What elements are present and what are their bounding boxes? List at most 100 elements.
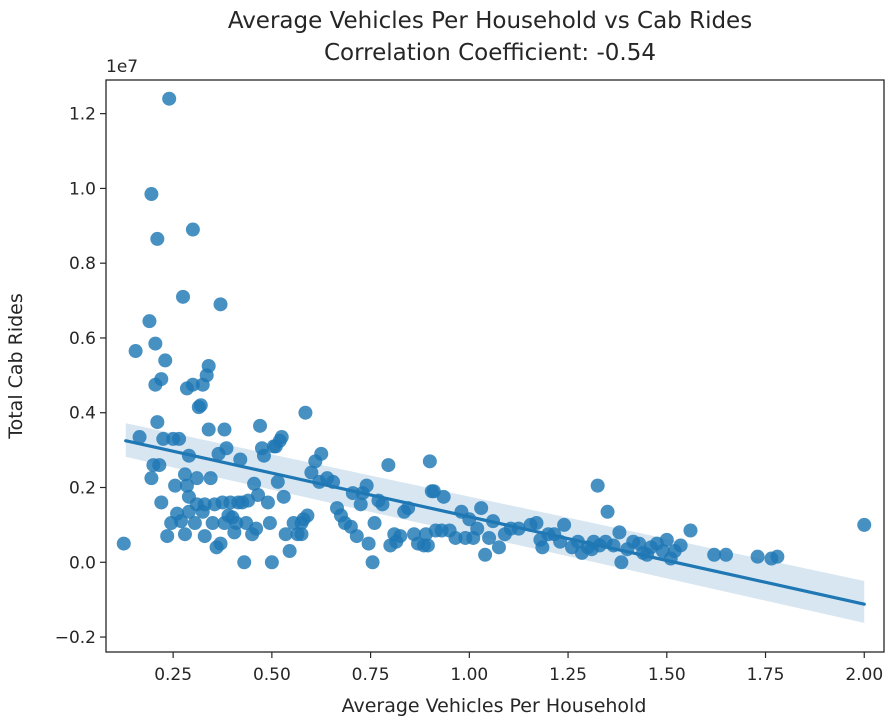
scatter-point [203, 471, 218, 486]
x-tick-label: 0.75 [352, 665, 390, 685]
scatter-point [590, 478, 605, 493]
scatter-point [274, 430, 289, 445]
chart-subtitle: Correlation Coefficient: -0.54 [324, 40, 656, 66]
scatter-point [152, 458, 167, 473]
scatter-point [361, 536, 376, 551]
scatter-point [367, 516, 382, 531]
scatter-point [177, 467, 192, 482]
scatter-point [314, 446, 329, 461]
scatter-point [262, 516, 277, 531]
regression-line [124, 439, 866, 606]
scatter-point [612, 525, 627, 540]
scatter-point [365, 555, 380, 570]
scatter-point [144, 471, 159, 486]
scatter-point [201, 359, 216, 373]
scatter-point [482, 530, 497, 545]
x-axis-label: Average Vehicles Per Household [342, 695, 647, 717]
plot-frame [105, 79, 885, 653]
y-axis-ticks: −0.2 0.0 0.2 0.4 0.6 0.8 1.0 1.2 [55, 105, 106, 648]
scatter-point [197, 497, 212, 512]
scatter-point [217, 422, 232, 437]
scatter-point [150, 415, 165, 430]
y-axis-label: Total Cab Rides [5, 293, 27, 440]
y-tick-label: 1.2 [69, 105, 96, 125]
scatter-point [750, 549, 765, 564]
x-tick-label: 1.25 [549, 665, 587, 685]
scatter-point [529, 516, 544, 531]
scatter-point [144, 187, 159, 202]
x-tick-label: 2.00 [845, 665, 883, 685]
y-tick-label: 0.6 [69, 329, 96, 349]
x-tick-label: 1.75 [747, 665, 785, 685]
scatter-point [683, 523, 698, 538]
scatter-point [260, 495, 275, 510]
scatter-point [158, 353, 173, 368]
scatter-point [201, 422, 216, 437]
scatter-point [857, 517, 872, 532]
scatter-point [116, 536, 131, 551]
scatter-point [436, 489, 451, 504]
scatter-point [535, 540, 550, 555]
scatter-point [256, 448, 271, 463]
scatter-point [168, 478, 183, 493]
scatter-point [162, 91, 177, 106]
scatter-point [150, 231, 165, 246]
scatter-point [187, 516, 202, 531]
y-axis-offset-label: 1e7 [106, 57, 138, 77]
scatter-point [673, 538, 688, 553]
scatter-point [393, 529, 408, 544]
y-tick-label: 0.2 [69, 479, 96, 499]
scatter-point [189, 471, 204, 486]
scatter-point [359, 478, 374, 493]
scatter-point [185, 377, 200, 392]
scatter-point [219, 441, 234, 456]
scatter-point [659, 532, 674, 547]
scatter-point [557, 517, 572, 532]
scatter-point [213, 536, 228, 551]
scatter-point [193, 398, 208, 413]
y-tick-label: 0.4 [69, 404, 96, 424]
chart-title: Average Vehicles Per Household vs Cab Ri… [228, 8, 752, 34]
scatter-point [253, 418, 268, 433]
scatter-point [304, 465, 319, 480]
y-tick-label: 0.8 [69, 254, 96, 274]
x-axis-ticks: 0.25 0.50 0.75 1.00 1.25 1.50 1.75 2.00 [154, 652, 883, 685]
scatter-point [213, 297, 228, 312]
scatter-point [176, 289, 191, 304]
scatter-point [420, 538, 435, 553]
scatter-point [707, 547, 722, 562]
scatter-point [478, 547, 493, 562]
scatter-point [154, 372, 169, 387]
x-tick-label: 0.50 [253, 665, 291, 685]
scatter-point [185, 222, 200, 237]
scatter-point [349, 529, 364, 544]
scatter-point [237, 555, 252, 570]
scatter-point [179, 478, 194, 493]
scatter-point [770, 549, 785, 564]
scatter-point [132, 430, 147, 445]
y-tick-label: −0.2 [55, 628, 96, 648]
scatter-point [491, 540, 506, 555]
scatter-point [251, 487, 266, 502]
y-tick-label: 0.0 [69, 553, 96, 573]
scatter-point [177, 527, 192, 542]
scatter-point [174, 514, 189, 529]
regression-layer [124, 439, 866, 606]
points-layer [116, 91, 872, 570]
scatter-point [422, 454, 437, 469]
scatter-point [205, 516, 220, 531]
scatter-point [353, 497, 368, 512]
scatter-point [448, 530, 463, 545]
scatter-point [249, 521, 264, 536]
scatter-point [276, 489, 291, 504]
scatter-point [294, 527, 309, 542]
scatter-point [172, 431, 187, 446]
scatter-point [229, 516, 244, 531]
scatter-point [247, 476, 262, 491]
scatter-point [160, 529, 175, 544]
scatter-point [270, 474, 285, 489]
scatter-point [300, 508, 315, 523]
scatter-point [128, 344, 143, 359]
scatter-point [600, 504, 615, 519]
